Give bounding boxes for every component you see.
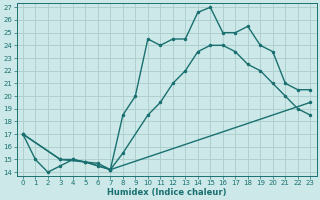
X-axis label: Humidex (Indice chaleur): Humidex (Indice chaleur): [107, 188, 226, 197]
